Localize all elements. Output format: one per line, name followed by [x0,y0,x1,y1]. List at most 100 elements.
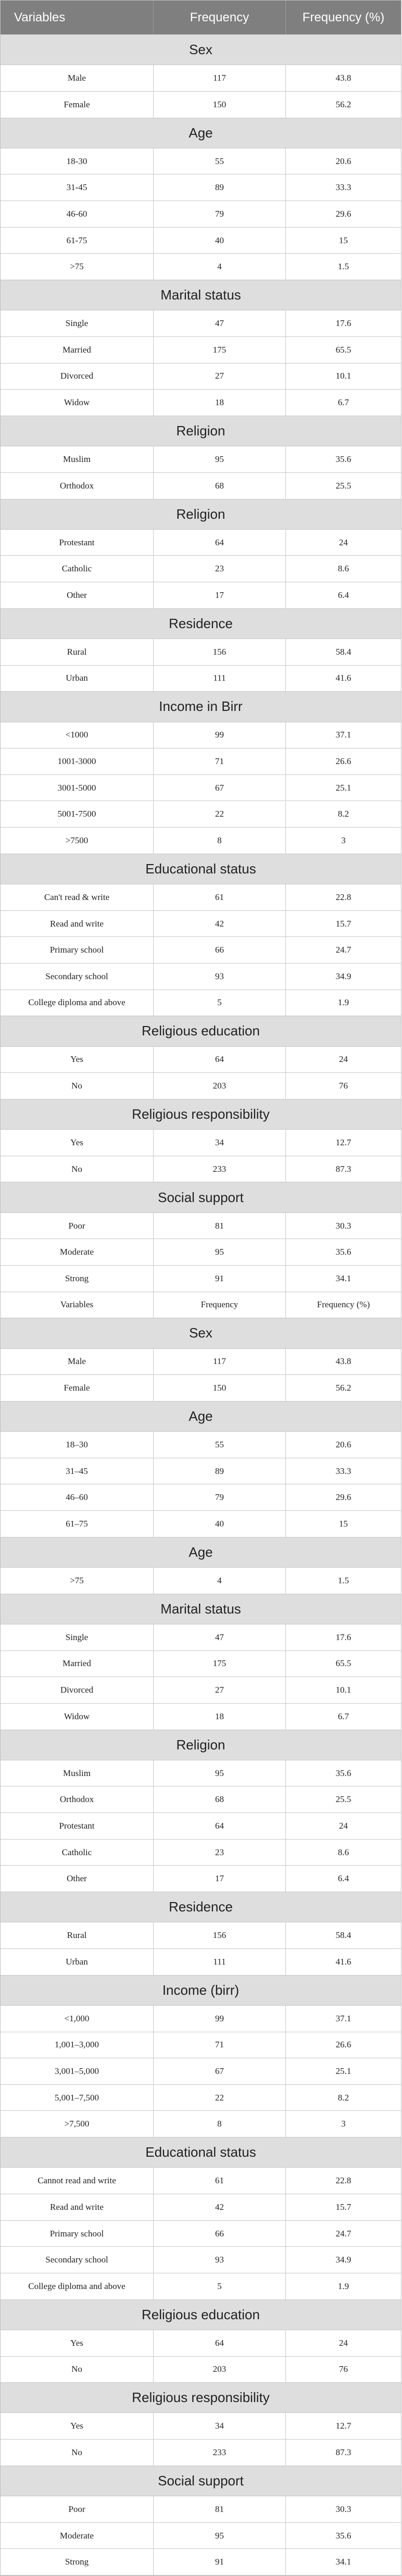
frequency-cell: 34 [154,2413,286,2440]
frequency-cell: 4 [154,1568,286,1594]
section-header-row: Religious responsibility [1,2383,401,2414]
percent-cell: 8.6 [337,1847,349,1857]
percent-cell: 30.3 [335,2504,351,2514]
percent-cell: 87.3 [335,1164,351,1174]
frequency-cell: 42 [154,910,286,937]
table-row: Single 47 17.6 [1,310,401,337]
percent-cell: 76 [339,2364,348,2374]
frequency-cell: 117 [154,65,286,91]
percent-cell: 58.4 [335,1930,351,1941]
table-row: Widow 18 6.7 [1,390,401,416]
percent-cell: 1.9 [337,997,349,1008]
table-row: <1000 99 37.1 [1,722,401,749]
section-title: Income (birr) [162,1982,240,1998]
table-row: 18-30 55 20.6 [1,148,401,175]
percent-cell: 22.8 [335,2175,351,2186]
variable-cell: Catholic [1,1839,154,1866]
section-header-row: Religion [1,499,401,530]
frequency-cell: 64 [154,2330,286,2356]
percent-cell: 26.6 [335,756,351,766]
percent-cell: 12.7 [335,2421,351,2431]
frequency-cell: 22 [154,2084,286,2111]
frequency-cell: 89 [154,174,286,201]
table-row: >75 4 1.5 [1,254,401,281]
variable-cell: 46-60 [1,201,154,227]
section-title: Educational status [145,860,256,877]
table-row: No 203 76 [1,1073,401,1099]
percent-cell: 33.3 [335,1466,351,1476]
table-header-row: Variables Frequency Frequency (%) [1,1,401,35]
frequency-cell: 117 [154,1348,286,1375]
table-row: Moderate 95 35.6 [1,2522,401,2549]
frequency-cell: 5 [154,990,286,1016]
table-row: 1001-3000 71 26.6 [1,748,401,775]
frequency-cell: 150 [154,91,286,118]
table-row: Catholic 23 8.6 [1,556,401,583]
frequency-cell: 67 [154,2058,286,2084]
percent-cell: 65.5 [335,1658,351,1669]
frequency-cell: 55 [154,148,286,174]
variable-cell: Other [1,582,154,608]
variable-cell: No [1,2356,154,2383]
variable-cell: 3001-5000 [1,774,154,801]
table-row: >7,500 8 3 [1,2111,401,2138]
table-row: Protestant 64 24 [1,1813,401,1840]
frequency-cell: 99 [154,722,286,748]
section-header-row: Educational status [1,2137,401,2168]
table-row: Secondary school 93 34.9 [1,964,401,990]
table-row: 31–45 89 33.3 [1,1458,401,1485]
percent-cell: 12.7 [335,1137,351,1147]
variable-cell: Primary school [1,937,154,963]
frequency-cell: 89 [154,1458,286,1484]
table-row: No 233 87.3 [1,2440,401,2466]
section-title: Religious education [142,2306,260,2322]
frequency-cell: 175 [154,336,286,363]
variable-cell: Read and write [1,910,154,937]
frequency-cell: 156 [154,1922,286,1948]
variable-cell: Widow [1,1703,154,1730]
table-row: Male 117 43.8 [1,1348,401,1375]
percent-cell: 10.1 [335,371,351,381]
percent-cell: 41.6 [335,673,351,683]
frequency-cell: 55 [154,1432,286,1458]
frequency-cell: 4 [154,254,286,280]
percent-cell: 35.6 [335,1247,351,1257]
variable-cell: <1,000 [1,2005,154,2032]
section-title: Age [189,124,213,141]
variable-cell: Catholic [1,556,154,582]
variable-cell: Strong [1,1266,154,1292]
variable-cell: Muslim [1,446,154,472]
section-header-row: Marital status [1,1594,401,1624]
frequency-cell: 5 [154,2273,286,2299]
table-row: Muslim 95 35.6 [1,1760,401,1787]
table-row: Catholic 23 8.6 [1,1839,401,1866]
variable-cell: Rural [1,639,154,665]
frequency-cell: 111 [154,1948,286,1975]
frequency-cell: 64 [154,529,286,556]
frequency-cell: 156 [154,639,286,665]
frequency-cell: 17 [154,582,286,608]
percent-cell: 24.7 [335,945,351,955]
frequency-cell: 111 [154,665,286,692]
variable-cell: College diploma and above [1,990,154,1016]
table-row: 18–30 55 20.6 [1,1432,401,1458]
percent-cell: 25.5 [335,480,351,491]
variable-cell: Female [1,91,154,118]
percent-cell: 24.7 [335,2228,351,2239]
frequency-cell: 18 [154,1703,286,1730]
frequency-cell: 68 [154,1786,286,1813]
table-row: Cannot read and write 61 22.8 [1,2168,401,2195]
percent-cell: 17.6 [335,1632,351,1642]
variable-cell: Poor [1,2496,154,2522]
percent-cell: 37.1 [335,730,351,740]
table-row: Muslim 95 35.6 [1,446,401,473]
frequency-cell: Frequency [154,1292,286,1318]
section-title: Social support [158,2472,244,2489]
frequency-cell: 150 [154,1375,286,1401]
frequency-cell: 79 [154,1484,286,1511]
percent-cell: 41.6 [335,1956,351,1967]
frequency-cell: 95 [154,446,286,472]
section-header-row: Religion [1,1730,401,1760]
table-row: Secondary school 93 34.9 [1,2247,401,2273]
frequency-cell: 91 [154,1266,286,1292]
